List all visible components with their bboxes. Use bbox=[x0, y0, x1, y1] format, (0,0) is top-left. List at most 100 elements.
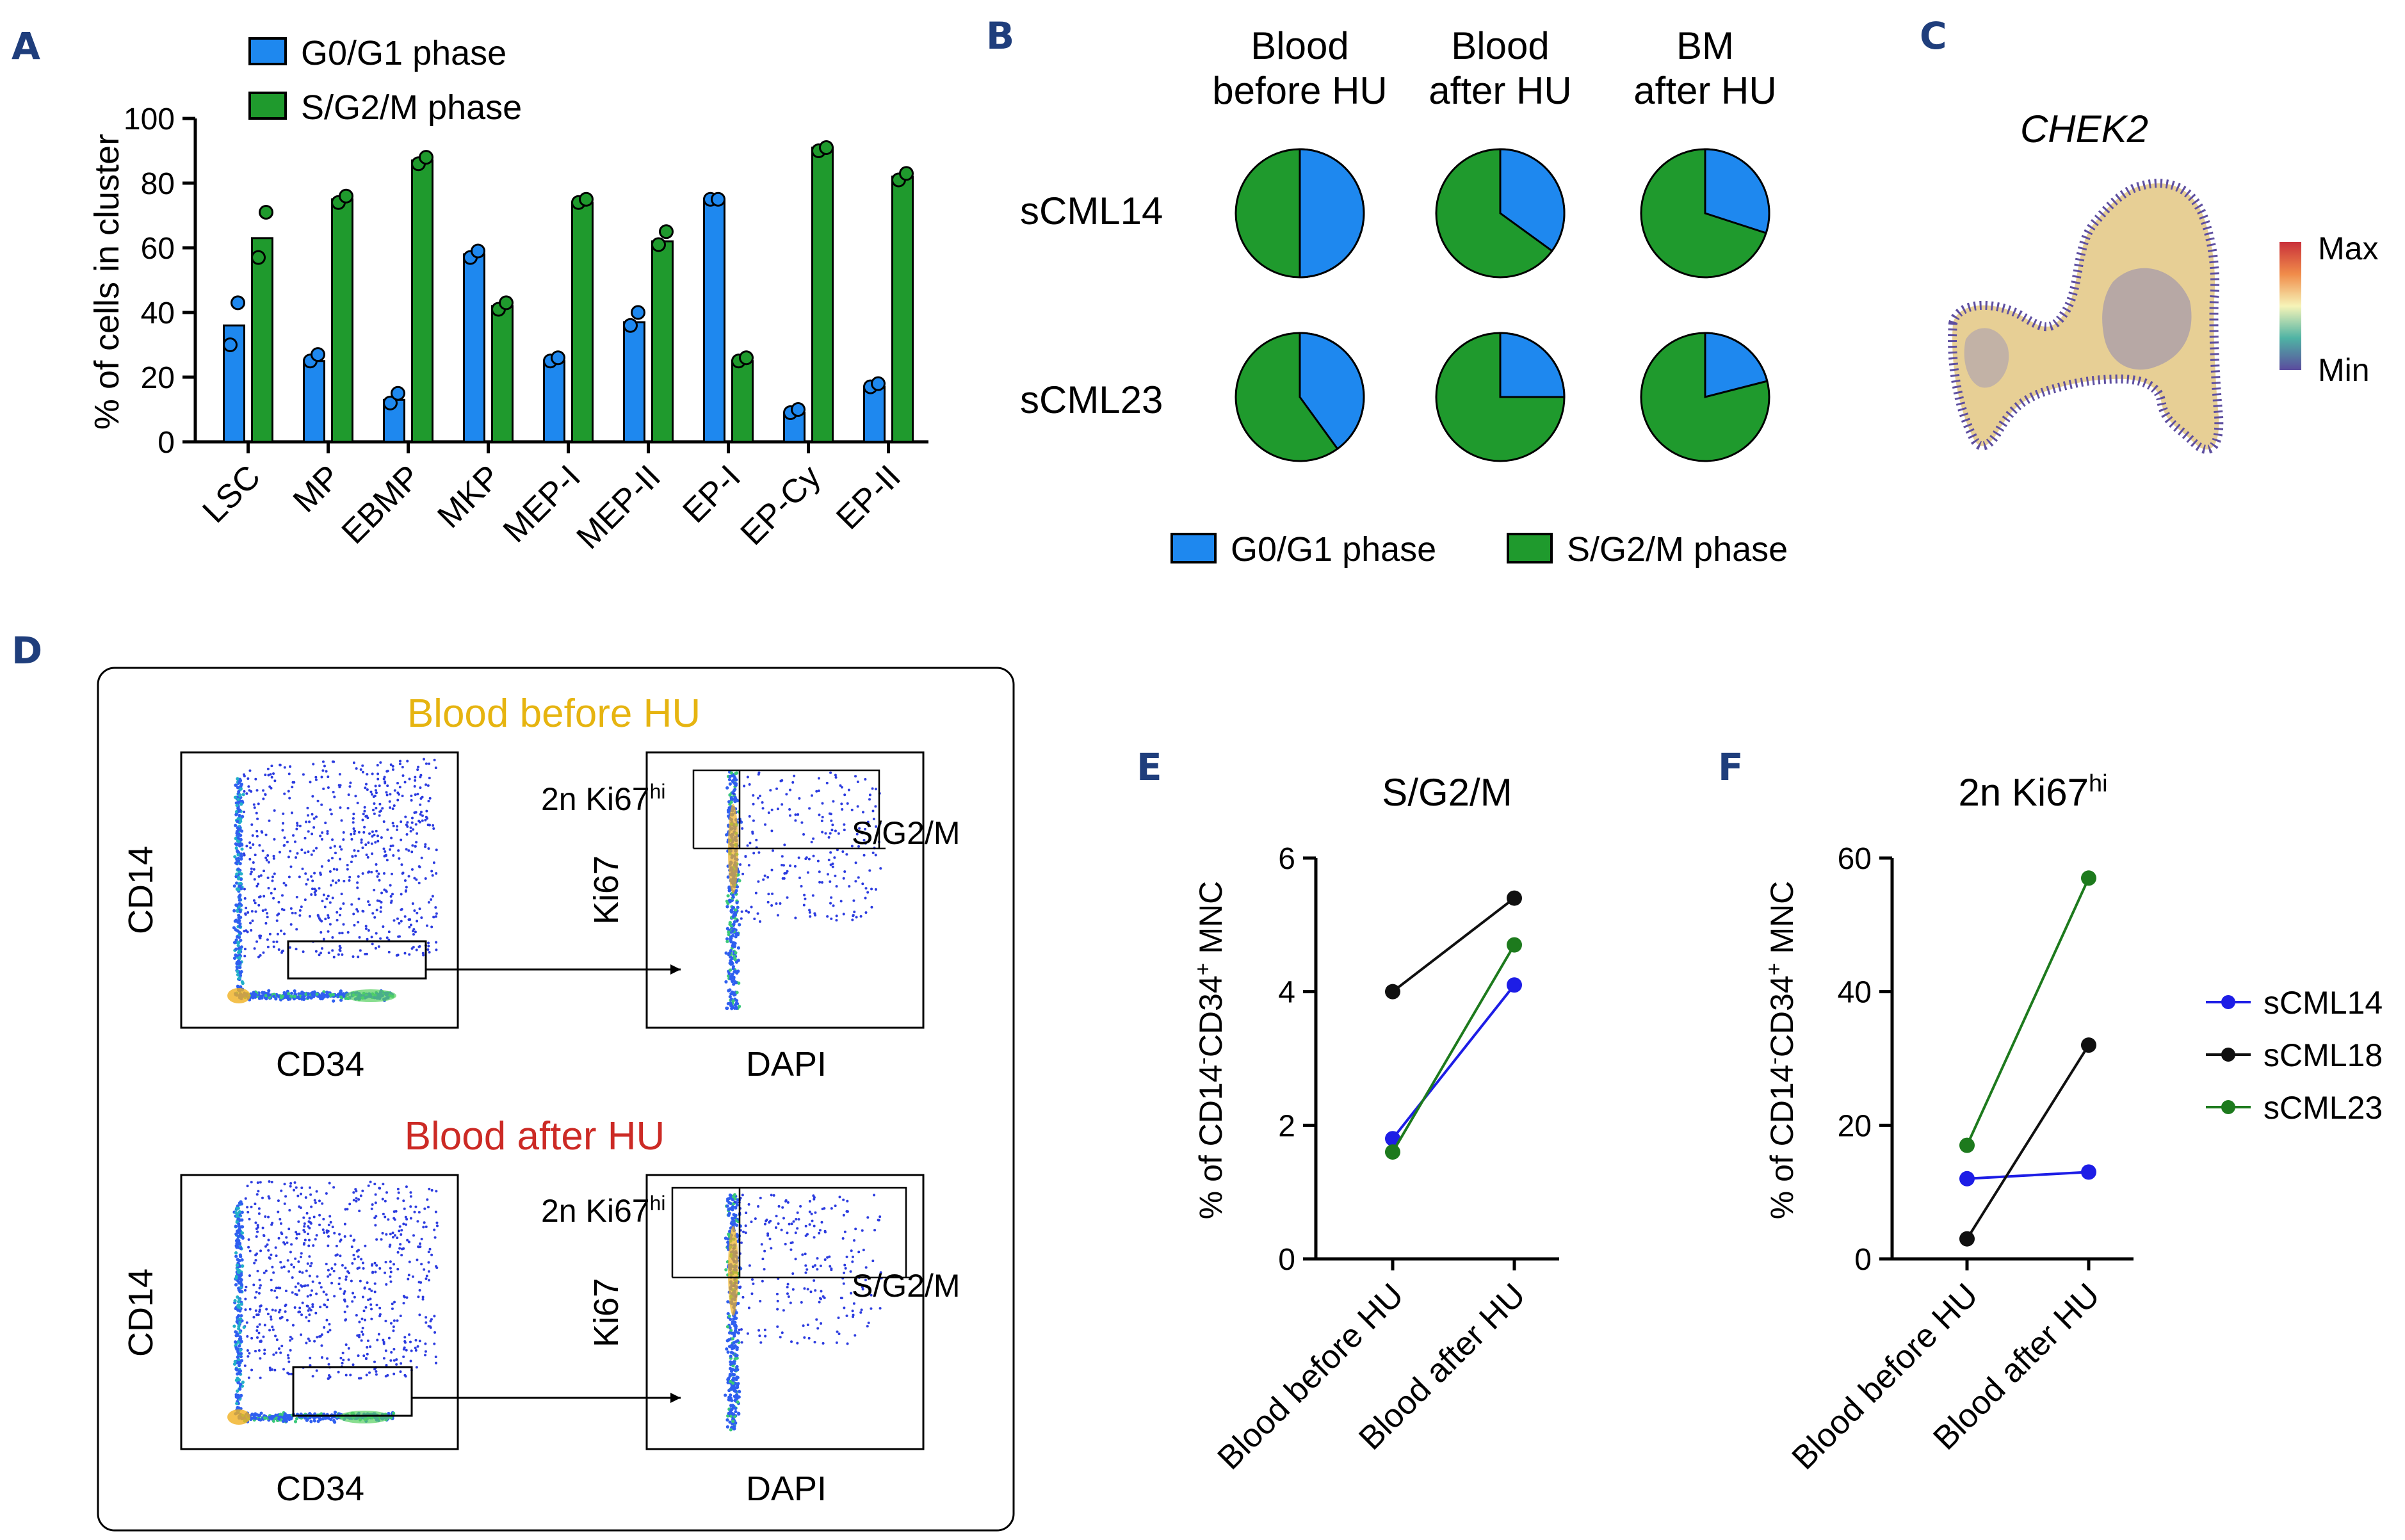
flow-event bbox=[374, 841, 377, 844]
flow-event bbox=[309, 1222, 312, 1225]
flow-event bbox=[269, 1315, 272, 1318]
flow-event bbox=[270, 1288, 273, 1292]
flow-event bbox=[407, 875, 410, 878]
flow-event bbox=[259, 1304, 263, 1308]
flow-event bbox=[384, 850, 387, 853]
flow-event bbox=[361, 770, 364, 774]
flow-event bbox=[416, 1220, 419, 1223]
flow-event bbox=[391, 1307, 394, 1310]
flow-event bbox=[304, 1238, 307, 1242]
flow-event bbox=[266, 1243, 269, 1246]
flow-event bbox=[239, 938, 243, 943]
flow-event bbox=[812, 854, 815, 857]
flow-event bbox=[325, 1263, 328, 1266]
flow-event bbox=[330, 1267, 334, 1270]
flow-event bbox=[373, 916, 377, 919]
flow-event bbox=[284, 1304, 287, 1308]
flow-event bbox=[741, 827, 744, 830]
flow-event bbox=[393, 1319, 396, 1322]
flow-event bbox=[399, 1314, 402, 1317]
flow-event bbox=[433, 758, 436, 761]
flow-event bbox=[732, 982, 736, 986]
flow-event bbox=[414, 779, 417, 782]
flow-event bbox=[374, 1193, 377, 1196]
flow-event bbox=[233, 1359, 237, 1363]
flow-event bbox=[766, 1234, 770, 1237]
flow-event bbox=[729, 1004, 733, 1008]
flow-event bbox=[835, 1341, 838, 1344]
flow-event bbox=[295, 827, 298, 831]
flow-event bbox=[403, 952, 407, 955]
flow-event bbox=[329, 847, 332, 850]
flow-event bbox=[233, 1299, 237, 1302]
flow-event bbox=[731, 1413, 736, 1416]
flow-event bbox=[320, 803, 323, 806]
flow-event bbox=[374, 789, 377, 792]
flow-event bbox=[268, 1180, 271, 1183]
flow-event bbox=[327, 895, 330, 898]
flow-event bbox=[784, 1199, 788, 1202]
flow-event bbox=[300, 1252, 303, 1255]
flow-event bbox=[356, 801, 359, 804]
flow-event bbox=[303, 1222, 306, 1226]
flow-event bbox=[736, 1339, 740, 1343]
flow-event bbox=[331, 949, 334, 952]
flow-event bbox=[348, 1271, 351, 1274]
flow-event bbox=[849, 1270, 852, 1273]
flow-event bbox=[252, 899, 255, 902]
flow-event bbox=[808, 909, 811, 912]
flow-event bbox=[293, 989, 296, 993]
flow-event bbox=[241, 793, 245, 797]
flow-event bbox=[798, 797, 801, 800]
flow-event bbox=[818, 1301, 821, 1304]
flow-event bbox=[305, 1316, 308, 1319]
flow-event bbox=[308, 1217, 311, 1220]
panel-a-dot bbox=[651, 237, 666, 252]
flow-event bbox=[341, 1351, 344, 1354]
flow-event bbox=[238, 946, 242, 950]
flow-event bbox=[389, 1280, 393, 1283]
flow-event bbox=[256, 1269, 259, 1272]
flow-event bbox=[339, 907, 342, 911]
flow-event bbox=[373, 1360, 377, 1363]
flow-event bbox=[745, 909, 748, 912]
flow-event bbox=[744, 1231, 747, 1235]
flow-event bbox=[271, 1308, 274, 1311]
flow-event bbox=[310, 893, 313, 896]
flow-event bbox=[764, 1334, 767, 1338]
flow-event bbox=[874, 788, 877, 791]
flow-event bbox=[318, 1417, 322, 1421]
flow-event bbox=[414, 1347, 417, 1350]
flow-event bbox=[757, 771, 761, 774]
flow-event bbox=[289, 1349, 292, 1352]
flow-event bbox=[418, 866, 421, 869]
flow-event bbox=[380, 891, 384, 895]
flow-event bbox=[407, 1240, 410, 1244]
flow-event bbox=[271, 879, 274, 882]
panel-e-y-tick-label: 6 bbox=[1278, 842, 1295, 876]
flow-event bbox=[343, 1290, 346, 1293]
flow-event bbox=[265, 1308, 268, 1311]
flow-event bbox=[373, 802, 376, 805]
flow-event bbox=[752, 819, 755, 822]
flow-event bbox=[236, 839, 241, 843]
flow-event bbox=[287, 790, 290, 793]
flow-event bbox=[375, 870, 378, 873]
flow-event bbox=[303, 1225, 306, 1228]
flow-event bbox=[806, 1288, 809, 1291]
umap-mid-region bbox=[1964, 328, 2009, 388]
flow-event bbox=[315, 847, 318, 850]
flow-event bbox=[393, 1301, 396, 1304]
flow-event bbox=[287, 1270, 291, 1273]
flow-event bbox=[430, 1188, 433, 1192]
panel-f-y-tick-label: 40 bbox=[1838, 976, 1872, 1010]
flow-event bbox=[435, 941, 438, 944]
flow-event bbox=[435, 1361, 438, 1365]
flow-event bbox=[320, 1344, 323, 1347]
panel-e-point bbox=[1507, 890, 1522, 906]
flow-event bbox=[854, 861, 857, 864]
flow-event bbox=[250, 870, 253, 873]
flow-plot-frame bbox=[645, 751, 925, 1029]
flow-event bbox=[348, 879, 351, 882]
flow-event bbox=[741, 1295, 745, 1299]
